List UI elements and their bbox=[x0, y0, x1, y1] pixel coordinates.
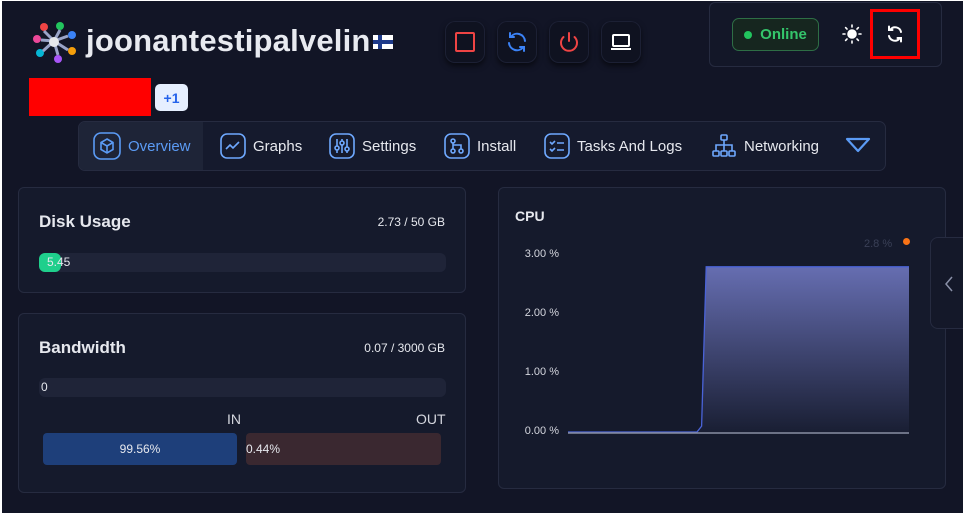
in-label: IN bbox=[227, 411, 241, 427]
bandwidth-card: Bandwidth 0.07 / 3000 GB 0 IN OUT 99.56%… bbox=[18, 313, 466, 493]
y-tick-label: 1.00 % bbox=[524, 366, 559, 378]
cpu-area bbox=[568, 266, 909, 432]
in-share-bar: 99.56% bbox=[43, 433, 237, 465]
out-share-bar: 0.44% bbox=[246, 433, 441, 465]
side-panel-toggle[interactable] bbox=[930, 237, 963, 329]
disk-progress-bar: 5.45 bbox=[39, 253, 446, 272]
power-icon bbox=[560, 32, 578, 52]
restart-button[interactable] bbox=[497, 21, 537, 63]
disk-progress-label: 5.45 bbox=[47, 255, 71, 269]
cpu-line bbox=[568, 266, 909, 433]
y-tick-label: 2.00 % bbox=[524, 307, 559, 319]
disk-usage-card: Disk Usage 2.73 / 50 GB 5.45 bbox=[18, 187, 466, 293]
disk-value: 2.73 / 50 GB bbox=[377, 215, 445, 229]
sliders-icon bbox=[329, 133, 355, 159]
tab-settings[interactable]: Settings bbox=[329, 122, 416, 170]
cpu-current-value: 2.8 % bbox=[864, 238, 893, 250]
bandwidth-progress-label: 0 bbox=[41, 380, 48, 394]
checklist-icon bbox=[544, 133, 570, 159]
tab-label: Tasks And Logs bbox=[577, 137, 683, 155]
tab-bar: Overview Graphs Settings Install Tasks A… bbox=[78, 121, 886, 171]
more-badge[interactable]: +1 bbox=[155, 84, 188, 111]
chevron-down-icon[interactable] bbox=[845, 135, 871, 155]
network-icon bbox=[712, 134, 736, 157]
y-tick-label: 3.00 % bbox=[524, 248, 559, 260]
logo-icon bbox=[33, 22, 76, 63]
fi-flag-icon bbox=[373, 35, 393, 49]
graph-icon bbox=[220, 133, 246, 159]
card-title: Bandwidth bbox=[39, 338, 126, 357]
status-text: Online bbox=[760, 26, 807, 43]
stop-icon bbox=[455, 32, 475, 52]
disk-progress-fill bbox=[39, 253, 62, 272]
out-label: OUT bbox=[416, 411, 446, 427]
server-name: joonantestipalvelin bbox=[86, 23, 371, 58]
stop-button[interactable] bbox=[445, 21, 485, 63]
card-title: Disk Usage bbox=[39, 212, 131, 231]
bandwidth-value: 0.07 / 3000 GB bbox=[364, 341, 445, 355]
cpu-live-dot bbox=[903, 238, 910, 245]
out-share-label: 0.44% bbox=[246, 442, 281, 456]
tab-install[interactable]: Install bbox=[444, 122, 516, 170]
refresh-button[interactable] bbox=[870, 9, 920, 59]
online-status-badge: Online bbox=[732, 18, 819, 51]
theme-toggle-sun-icon[interactable] bbox=[842, 24, 862, 44]
redacted-block bbox=[29, 78, 151, 116]
cube-icon bbox=[93, 132, 121, 160]
console-button[interactable] bbox=[601, 21, 641, 63]
tab-label: Install bbox=[477, 137, 517, 155]
console-icon bbox=[611, 34, 631, 50]
chevron-left-icon bbox=[945, 276, 953, 292]
chart-title: CPU bbox=[515, 208, 545, 224]
tab-label: Overview bbox=[128, 137, 191, 155]
tab-graphs[interactable]: Graphs bbox=[220, 122, 302, 170]
y-tick-label: 0.00 % bbox=[524, 425, 559, 437]
status-dot bbox=[744, 30, 753, 39]
in-share-label: 99.56% bbox=[119, 442, 161, 456]
tab-label: Networking bbox=[744, 137, 820, 155]
refresh-icon bbox=[888, 25, 902, 43]
tab-networking[interactable]: Networking bbox=[711, 122, 819, 170]
tab-label: Settings bbox=[362, 137, 417, 155]
power-button[interactable] bbox=[549, 21, 589, 63]
tab-label: Graphs bbox=[253, 137, 303, 155]
restart-icon bbox=[508, 32, 526, 52]
install-icon bbox=[444, 133, 470, 159]
bandwidth-progress-bar: 0 bbox=[39, 378, 446, 397]
tab-tasks-and-logs[interactable]: Tasks And Logs bbox=[544, 122, 682, 170]
tab-overview[interactable]: Overview bbox=[79, 122, 203, 170]
